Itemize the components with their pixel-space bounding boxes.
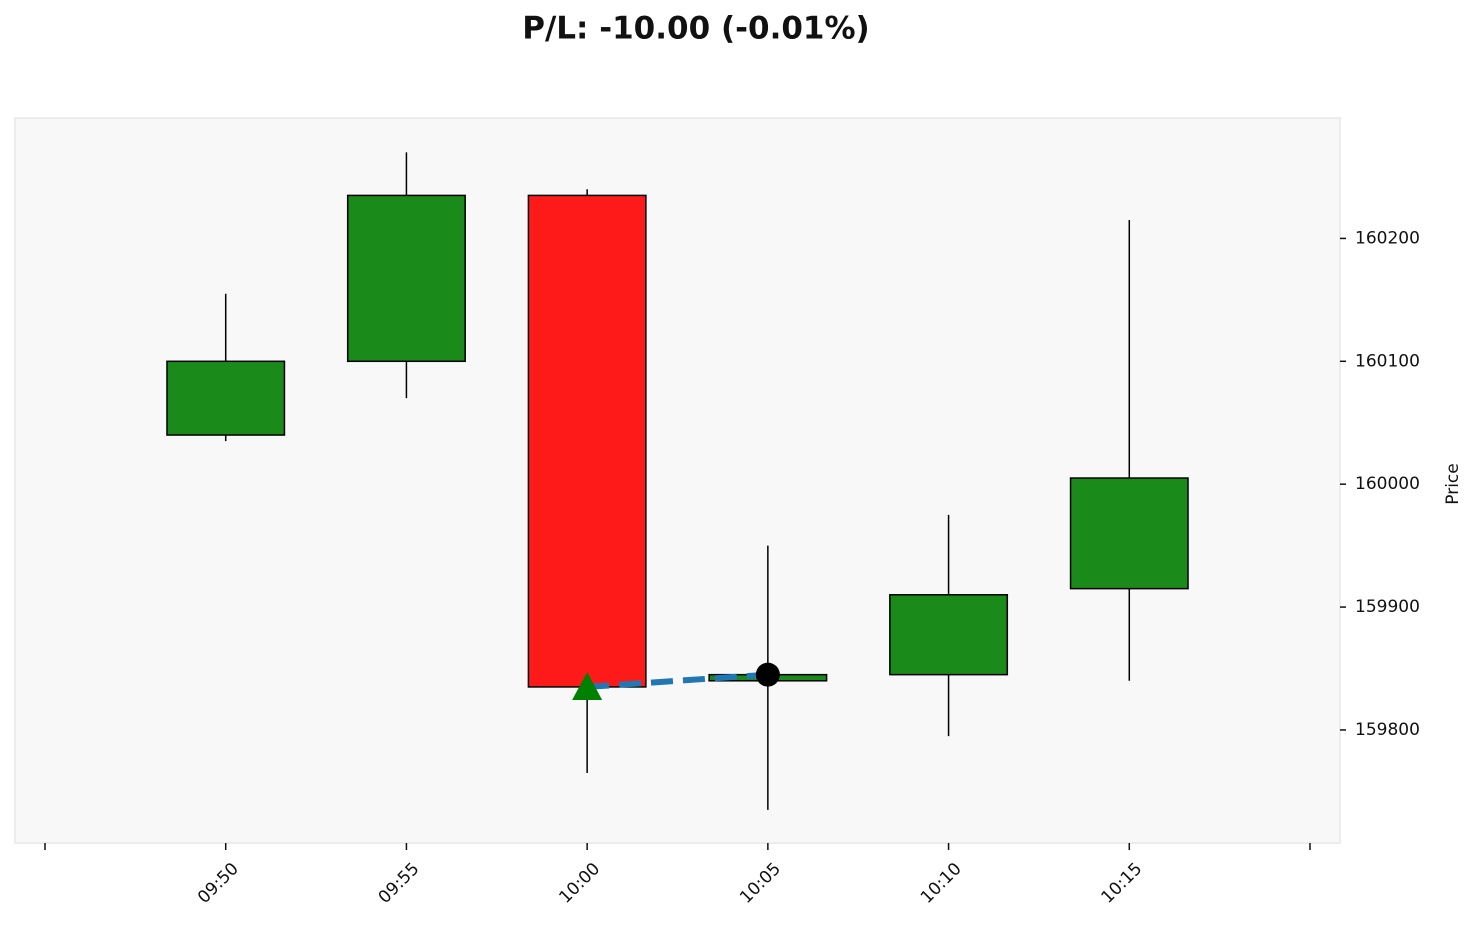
x-tick-label: 10:10	[917, 859, 966, 908]
x-tick-label: 10:15	[1098, 859, 1147, 908]
x-tick-label: 09:55	[375, 859, 424, 908]
y-tick-label: 159900	[1355, 597, 1420, 617]
x-tick-label: 10:05	[736, 859, 785, 908]
y-tick-label: 160100	[1355, 351, 1420, 371]
x-tick-label: 09:50	[194, 859, 243, 908]
y-tick-label: 159800	[1355, 720, 1420, 740]
candle-body	[166, 360, 286, 436]
x-tick-label: 10:00	[555, 859, 604, 908]
y-tick-label: 160000	[1355, 474, 1420, 494]
candle-body	[1069, 477, 1189, 590]
candle-body	[346, 194, 466, 363]
entry-marker	[572, 671, 603, 700]
candle-body	[527, 194, 647, 688]
y-axis-label: Price	[1443, 463, 1463, 504]
exit-marker	[755, 662, 780, 687]
y-tick-label: 160200	[1355, 228, 1420, 248]
chart-title: P/L: -10.00 (-0.01%)	[522, 11, 869, 47]
candle-body	[889, 594, 1009, 676]
